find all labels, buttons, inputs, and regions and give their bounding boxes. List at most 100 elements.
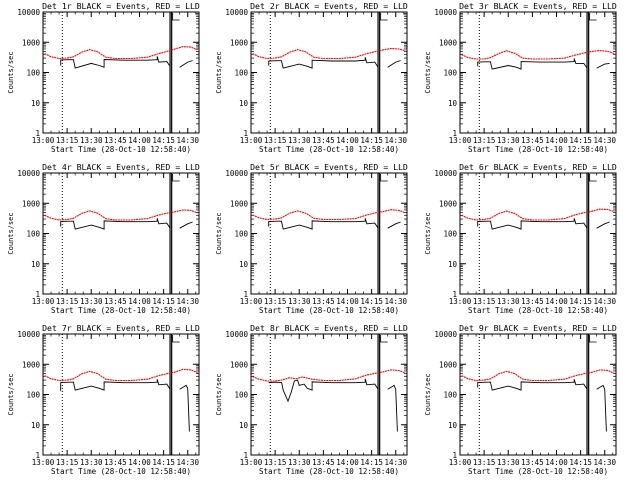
vline-bracket xyxy=(589,13,597,21)
y-tick-label: 10 xyxy=(31,99,41,108)
y-tick-label: 10 xyxy=(448,260,458,269)
y-tick-label: 100 xyxy=(234,69,248,78)
plot-frame xyxy=(250,11,408,134)
x-tick-label: 13:00 xyxy=(32,136,55,145)
y-tick-label: 10000 xyxy=(17,8,40,17)
x-tick-label: 13:00 xyxy=(240,297,263,306)
x-tick-label: 13:45 xyxy=(104,297,127,306)
lld-series-line xyxy=(461,50,615,60)
plot-frame xyxy=(250,333,408,456)
plot-frame xyxy=(42,172,200,295)
y-tick-label: 10 xyxy=(448,99,458,108)
x-axis-label: Start Time (28-Oct-10 12:58:40) xyxy=(259,306,399,315)
y-axis-label: Counts/sec xyxy=(7,212,15,254)
x-tick-label: 13:00 xyxy=(240,136,263,145)
x-tick-label: 14:30 xyxy=(384,297,407,306)
y-tick-label: 1 xyxy=(452,129,457,138)
x-tick-label: 14:30 xyxy=(176,458,199,467)
x-tick-label: 13:00 xyxy=(32,297,55,306)
x-tick-label: 13:15 xyxy=(56,297,79,306)
vline-bracket xyxy=(172,174,180,182)
events-series-line xyxy=(179,60,193,68)
x-tick-label: 14:00 xyxy=(545,136,568,145)
x-tick-label: 13:15 xyxy=(264,458,287,467)
y-tick-label: 10 xyxy=(239,260,249,269)
x-tick-label: 13:30 xyxy=(288,136,311,145)
x-axis-label: Start Time (28-Oct-10 12:58:40) xyxy=(468,145,608,154)
y-tick-label: 100 xyxy=(443,391,457,400)
lld-series-line xyxy=(461,208,615,221)
lld-series-line xyxy=(44,46,198,60)
x-tick-label: 14:00 xyxy=(545,297,568,306)
vline-bracket xyxy=(380,174,388,182)
x-tick-label: 14:00 xyxy=(128,136,151,145)
x-tick-label: 13:15 xyxy=(56,136,79,145)
y-tick-label: 10000 xyxy=(225,169,248,178)
y-tick-label: 10 xyxy=(31,260,41,269)
x-tick-label: 14:00 xyxy=(128,458,151,467)
x-tick-label: 13:45 xyxy=(312,136,335,145)
y-tick-label: 100 xyxy=(26,391,40,400)
y-tick-label: 10 xyxy=(239,99,249,108)
x-tick-label: 13:30 xyxy=(80,136,103,145)
chart-panel-1: Det 1r BLACK = Events, RED = LLD 1 10 100 10… xyxy=(7,1,200,154)
x-tick-label: 13:45 xyxy=(521,136,544,145)
x-tick-label: 14:30 xyxy=(384,458,407,467)
chart-title: Det 3r BLACK = Events, RED = LLD xyxy=(459,1,617,11)
vline-bracket xyxy=(589,335,597,343)
events-series-line xyxy=(477,379,588,391)
x-tick-label: 14:15 xyxy=(152,136,175,145)
chart-panel-4: Det 4r BLACK = Events, RED = LLD 1 10 100 10… xyxy=(7,162,200,315)
vline-bracket xyxy=(172,335,180,343)
events-series-line xyxy=(60,379,171,392)
x-tick-label: 13:15 xyxy=(473,297,496,306)
chart-title: Det 2r BLACK = Events, RED = LLD xyxy=(250,1,408,11)
events-series-line xyxy=(387,221,401,229)
events-series-line xyxy=(60,56,171,69)
x-tick-label: 13:00 xyxy=(240,458,263,467)
x-tick-label: 13:45 xyxy=(312,458,335,467)
x-tick-label: 13:30 xyxy=(80,458,103,467)
lld-series-line xyxy=(44,209,198,221)
x-tick-label: 13:30 xyxy=(288,297,311,306)
x-tick-label: 14:00 xyxy=(336,458,359,467)
x-tick-label: 13:45 xyxy=(312,297,335,306)
x-tick-label: 14:15 xyxy=(152,297,175,306)
events-series-line xyxy=(387,60,401,68)
events-series-line xyxy=(596,62,610,69)
plot-frame xyxy=(459,333,617,456)
lld-series-line xyxy=(252,209,406,221)
x-axis-label: Start Time (28-Oct-10 12:58:40) xyxy=(51,467,191,476)
plot-frame xyxy=(42,333,200,456)
x-axis-label: Start Time (28-Oct-10 12:58:40) xyxy=(468,467,608,476)
x-tick-label: 13:30 xyxy=(288,458,311,467)
y-tick-label: 1000 xyxy=(230,360,249,369)
y-tick-label: 1000 xyxy=(230,199,249,208)
y-tick-label: 100 xyxy=(443,69,457,78)
plot-frame xyxy=(459,11,617,134)
y-tick-label: 1 xyxy=(243,451,248,460)
y-tick-label: 1000 xyxy=(22,199,41,208)
events-series-line xyxy=(60,218,171,230)
y-tick-label: 1 xyxy=(35,451,40,460)
x-tick-label: 13:30 xyxy=(80,297,103,306)
x-tick-label: 14:30 xyxy=(593,297,616,306)
y-axis-label: Counts/sec xyxy=(424,373,432,415)
y-tick-label: 1 xyxy=(243,290,248,299)
x-axis-label: Start Time (28-Oct-10 12:58:40) xyxy=(468,306,608,315)
events-series-line xyxy=(268,378,379,403)
x-tick-label: 14:15 xyxy=(569,297,592,306)
chart-title: Det 9r BLACK = Events, RED = LLD xyxy=(459,323,617,333)
x-tick-label: 14:30 xyxy=(593,458,616,467)
x-tick-label: 13:15 xyxy=(264,136,287,145)
chart-title: Det 5r BLACK = Events, RED = LLD xyxy=(250,162,408,172)
x-tick-label: 14:15 xyxy=(569,458,592,467)
events-series-line xyxy=(268,57,379,69)
x-tick-label: 13:15 xyxy=(264,297,287,306)
events-series-line xyxy=(387,384,398,432)
y-tick-label: 1 xyxy=(452,290,457,299)
y-tick-label: 1 xyxy=(243,129,248,138)
lld-series-line xyxy=(461,369,615,382)
chart-panel-6: Det 6r BLACK = Events, RED = LLD 1 10 100 10… xyxy=(424,162,617,315)
